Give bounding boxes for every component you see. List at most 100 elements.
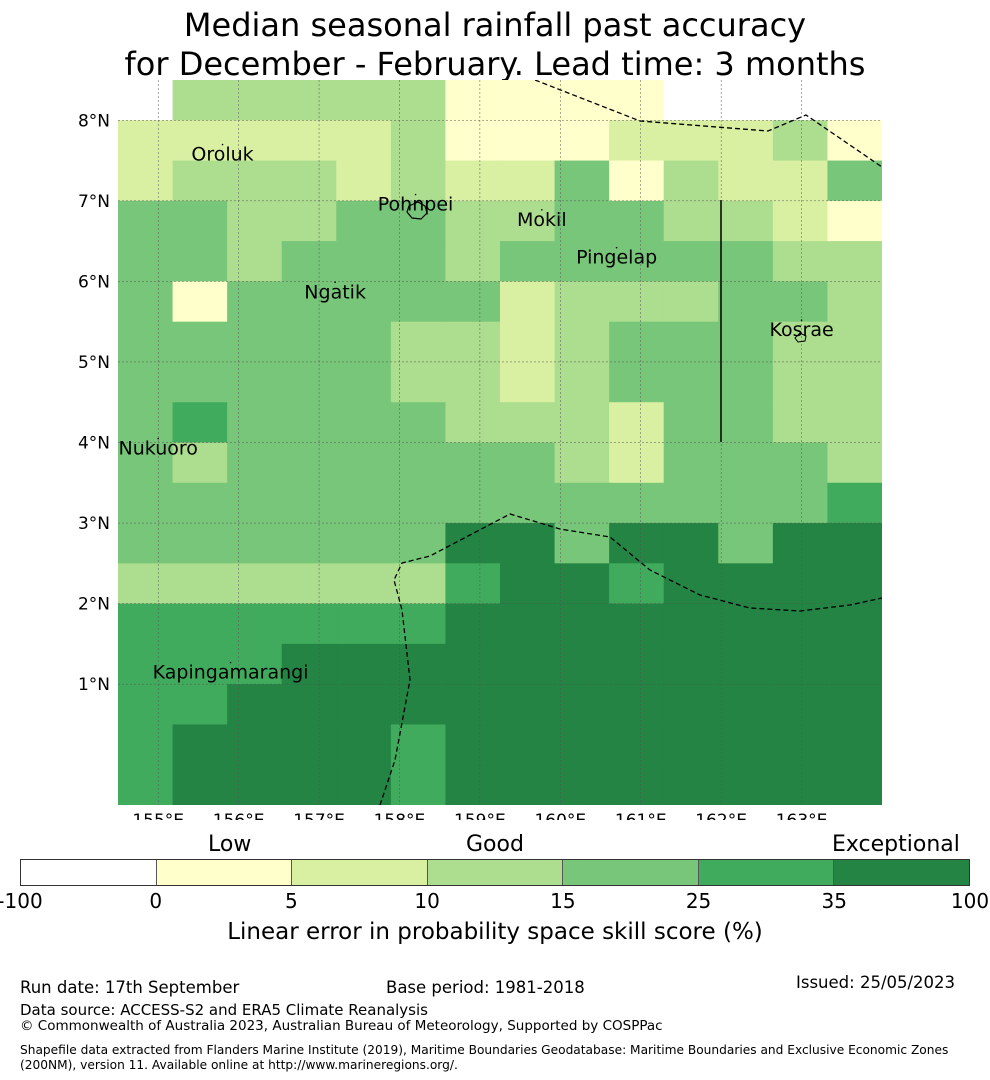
skill-cell	[281, 160, 337, 202]
skill-cell	[554, 160, 610, 202]
place-marker	[221, 143, 224, 146]
skill-cell	[772, 80, 829, 121]
colorbar-tick-label: 10	[414, 889, 440, 913]
skill-cell	[500, 120, 556, 162]
skill-cell	[663, 281, 719, 323]
y-tick-label: 1°N	[78, 675, 110, 695]
place-label-oroluk: Oroluk	[191, 144, 253, 166]
skill-cell	[390, 603, 447, 645]
skill-cell	[336, 482, 392, 524]
y-tick-label: 3°N	[78, 514, 110, 534]
skill-cell	[118, 643, 174, 685]
skill-cell	[772, 361, 829, 403]
skill-cell	[336, 80, 392, 121]
skill-cell	[172, 724, 228, 766]
skill-cell	[390, 482, 447, 524]
skill-cell	[118, 281, 174, 323]
skill-cell	[118, 482, 174, 524]
skill-cell	[445, 764, 501, 805]
skill-cell	[227, 361, 283, 403]
data-source: Data source: ACCESS-S2 and ERA5 Climate …	[20, 1001, 428, 1019]
skill-cell	[445, 361, 501, 403]
skill-cell	[118, 603, 174, 645]
eez-boundary-south	[379, 513, 882, 805]
skill-cell	[554, 402, 610, 444]
skill-cell	[663, 160, 719, 202]
skill-cell	[663, 80, 719, 121]
skill-cell	[281, 241, 337, 282]
skill-cell	[609, 603, 665, 645]
skill-cell	[609, 643, 665, 685]
skill-cell	[772, 120, 829, 162]
skill-cell	[227, 402, 283, 444]
skill-cell	[500, 321, 556, 363]
colorbar-segment	[156, 860, 293, 885]
skill-cell	[554, 523, 610, 564]
skill-cell	[172, 563, 228, 605]
skill-cell	[609, 281, 665, 323]
skill-cell	[172, 684, 228, 726]
skill-cell	[827, 724, 882, 766]
run-date: Run date: 17th September	[20, 978, 240, 997]
eez-boundary-north	[534, 80, 882, 168]
skill-cell	[227, 160, 283, 202]
place-marker	[157, 437, 160, 440]
skill-cell	[281, 523, 337, 564]
skill-cell	[281, 482, 337, 524]
skill-cell	[445, 643, 501, 685]
shapefile-credit-line-1: Shapefile data extracted from Flanders M…	[20, 1043, 949, 1057]
skill-cell	[827, 281, 882, 323]
skill-cell	[281, 80, 337, 121]
colorbar-segment	[698, 860, 835, 885]
skill-cell	[718, 442, 774, 484]
skill-cell	[336, 281, 392, 323]
colorbar	[20, 859, 970, 886]
skill-cell	[445, 160, 501, 202]
x-tick-label: 163°E	[776, 811, 828, 820]
skill-cell	[172, 80, 228, 121]
skill-cell	[663, 764, 719, 805]
skill-cell	[609, 563, 665, 605]
skill-cell	[772, 200, 829, 242]
skill-cell	[390, 724, 447, 766]
skill-cell	[609, 80, 665, 121]
skill-cell	[554, 120, 610, 162]
y-tick-label: 7°N	[78, 192, 110, 212]
y-tick-label: 6°N	[78, 272, 110, 292]
skill-cell	[663, 120, 719, 162]
skill-cell	[336, 603, 392, 645]
skill-cell	[445, 321, 501, 363]
skill-cell	[227, 724, 283, 766]
skill-cell	[609, 120, 665, 162]
skill-cell	[663, 321, 719, 363]
skill-cell	[554, 563, 610, 605]
skill-cell	[663, 402, 719, 444]
skill-cell	[445, 684, 501, 726]
skill-cell	[500, 643, 556, 685]
skill-cell	[445, 402, 501, 444]
skill-cell	[554, 200, 610, 242]
skill-cell	[609, 160, 665, 202]
skill-cell	[772, 603, 829, 645]
skill-cell	[718, 684, 774, 726]
skill-cell	[718, 281, 774, 323]
skill-cell	[554, 764, 610, 805]
skill-cell	[718, 200, 774, 242]
y-tick-label: 8°N	[78, 111, 110, 131]
colorbar-tick-label: 0	[149, 889, 163, 913]
skill-cell	[827, 603, 882, 645]
skill-cell	[445, 241, 501, 282]
skill-cell	[227, 281, 283, 323]
skill-cell	[554, 724, 610, 766]
skill-cell	[336, 120, 392, 162]
skill-cell	[718, 643, 774, 685]
skill-cell	[336, 442, 392, 484]
skill-cell	[500, 603, 556, 645]
colorbar-tick-label: 15	[550, 889, 576, 913]
skill-cell	[281, 643, 337, 685]
skill-cell	[772, 281, 829, 323]
skill-cell	[390, 120, 447, 162]
colorbar-tick-label: 100	[950, 889, 990, 913]
skill-cell	[827, 442, 882, 484]
skill-cell	[118, 442, 174, 484]
